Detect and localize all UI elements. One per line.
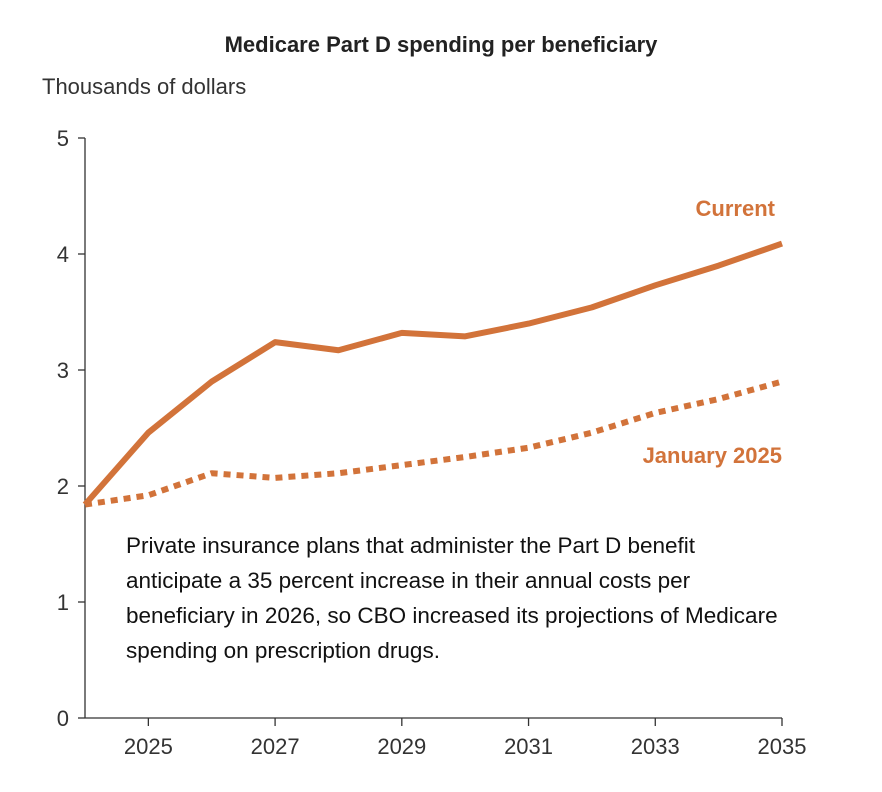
y-tick-label: 5 (57, 126, 69, 151)
y-axis-label: Thousands of dollars (42, 74, 247, 99)
x-tick-label: 2027 (251, 734, 300, 759)
series-line-current (82, 240, 783, 507)
y-tick-label: 1 (57, 590, 69, 615)
y-tick-label: 0 (57, 706, 69, 731)
legend-label-january-2025: January 2025 (643, 443, 782, 468)
chart-title: Medicare Part D spending per beneficiary (224, 32, 658, 57)
series-line-january-2025 (84, 378, 783, 508)
x-tick-label: 2029 (377, 734, 426, 759)
x-tick-label: 2025 (124, 734, 173, 759)
x-tick-label: 2031 (504, 734, 553, 759)
legend-label-current: Current (696, 196, 776, 221)
x-tick-label: 2033 (631, 734, 680, 759)
y-tick-label: 4 (57, 242, 69, 267)
x-tick-label: 2035 (758, 734, 807, 759)
y-tick-label: 3 (57, 358, 69, 383)
y-tick-label: 2 (57, 474, 69, 499)
annotation: Private insurance plans that administer … (126, 533, 778, 663)
